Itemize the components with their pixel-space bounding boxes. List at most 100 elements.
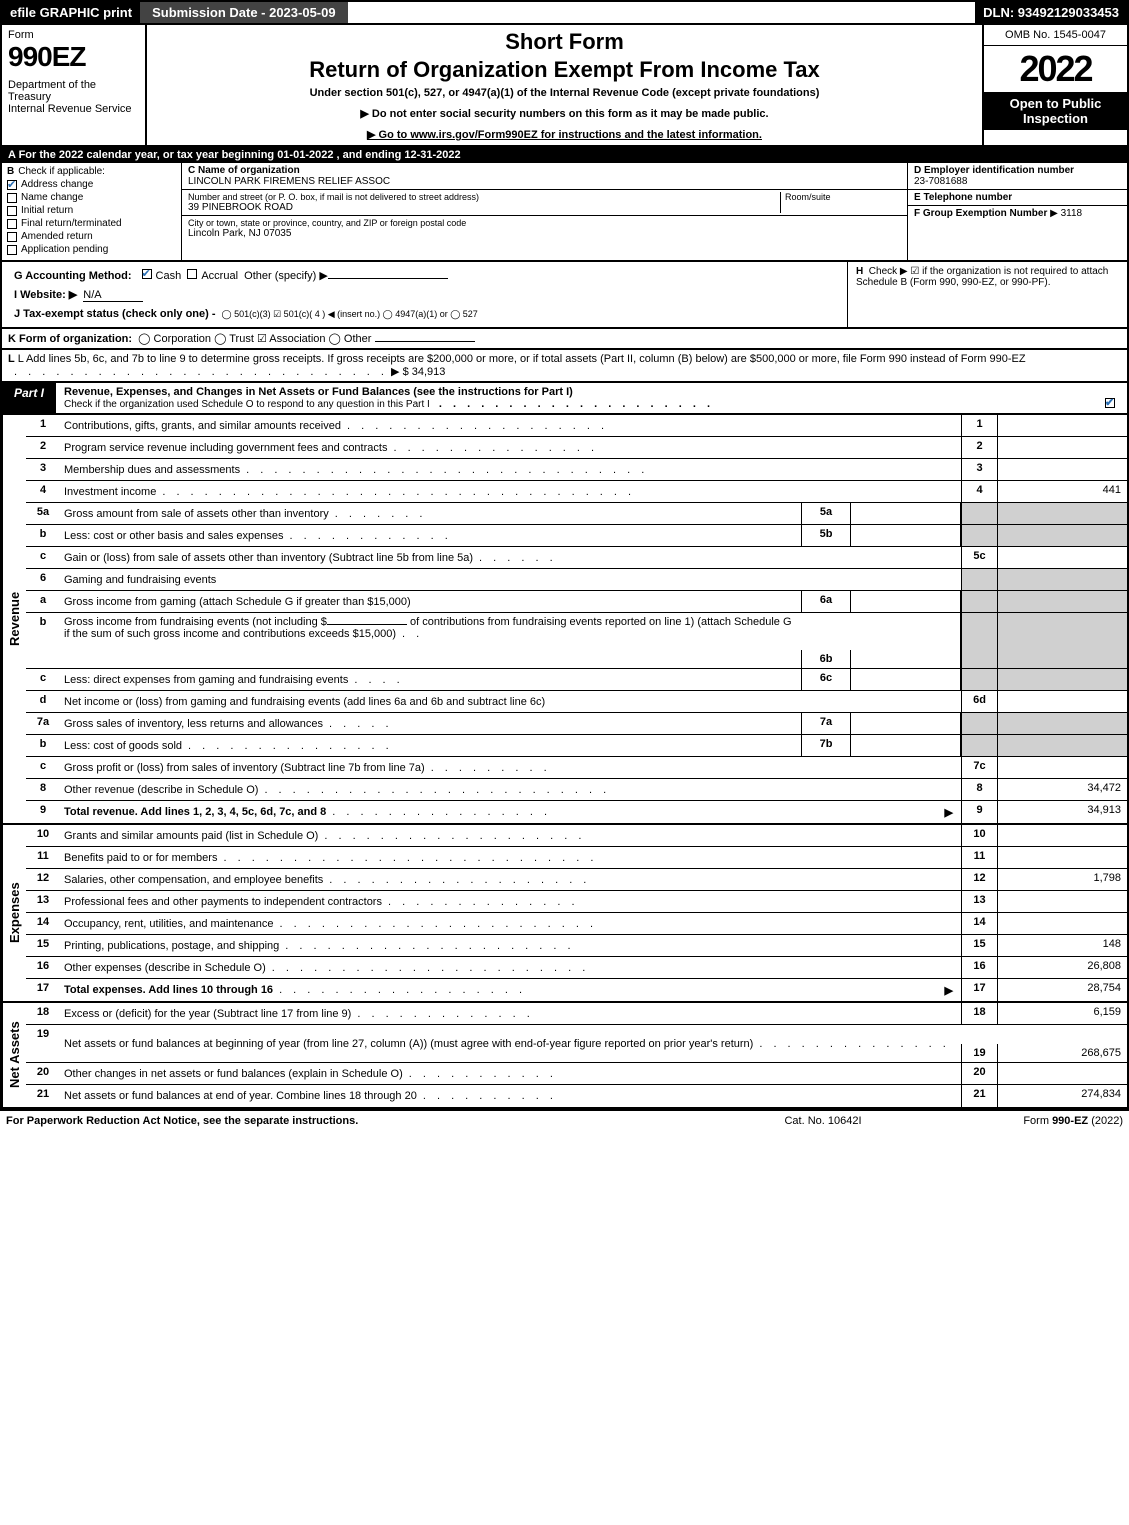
line-5a-desc: Gross amount from sale of assets other t… [64, 508, 329, 520]
cb-address-change[interactable] [7, 180, 17, 190]
cb-name-change[interactable] [7, 193, 17, 203]
line-8-desc: Other revenue (describe in Schedule O) [64, 784, 258, 796]
line-21-label: 21 [961, 1085, 997, 1107]
city-label: City or town, state or province, country… [188, 218, 901, 228]
line-7a-desc: Gross sales of inventory, less returns a… [64, 718, 323, 730]
line-4-label: 4 [961, 481, 997, 502]
line-21-val: 274,834 [997, 1085, 1127, 1107]
accrual-label: Accrual [201, 270, 238, 282]
part-1-title-text: Revenue, Expenses, and Changes in Net As… [64, 386, 573, 398]
cb-accrual[interactable] [187, 269, 197, 279]
line-6d-num: d [26, 691, 60, 712]
arrow-icon: ▶ [945, 984, 953, 997]
line-1-num: 1 [26, 415, 60, 436]
line-6a-subval [851, 591, 961, 612]
line-6c-shade [961, 669, 997, 690]
street-value: 39 PINEBROOK ROAD [188, 202, 776, 213]
line-12-label: 12 [961, 869, 997, 890]
city-value: Lincoln Park, NJ 07035 [188, 228, 901, 239]
cb-application-pending[interactable] [7, 245, 17, 255]
cb-initial-return[interactable] [7, 206, 17, 216]
k-other-input[interactable] [375, 341, 475, 342]
section-h: H Check ▶ ☑ if the organization is not r… [847, 262, 1127, 327]
line-10-desc: Grants and similar amounts paid (list in… [64, 830, 318, 842]
line-18-num: 18 [26, 1003, 60, 1024]
g-label: G Accounting Method: [14, 270, 132, 282]
line-2-val [997, 437, 1127, 458]
line-5c-label: 5c [961, 547, 997, 568]
header-right: OMB No. 1545-0047 2022 Open to Public In… [982, 25, 1127, 145]
inspection-label: Open to Public Inspection [984, 92, 1127, 130]
line-6-shadeval [997, 569, 1127, 590]
line-2-num: 2 [26, 437, 60, 458]
cb-schedule-o[interactable] [1105, 398, 1115, 408]
line-18-desc: Excess or (deficit) for the year (Subtra… [64, 1008, 351, 1020]
line-13-num: 13 [26, 891, 60, 912]
tax-year: 2022 [984, 46, 1127, 92]
line-17-val: 28,754 [997, 979, 1127, 1001]
cb-final-return[interactable] [7, 219, 17, 229]
efile-print-label[interactable]: efile GRAPHIC print [2, 2, 140, 23]
line-1-desc: Contributions, gifts, grants, and simila… [64, 420, 341, 432]
k-label: K Form of organization: [8, 333, 132, 345]
l-text: L Add lines 5b, 6c, and 7b to line 9 to … [18, 353, 1026, 365]
group-exemption-value: ▶ 3118 [1050, 208, 1082, 219]
line-9-num: 9 [26, 801, 60, 823]
line-7b-desc: Less: cost of goods sold [64, 740, 182, 752]
line-6c-subval [851, 669, 961, 690]
ein-label: D Employer identification number [914, 165, 1121, 176]
line-16-val: 26,808 [997, 957, 1127, 978]
line-6b-blank[interactable] [327, 624, 407, 625]
other-specify-input[interactable] [328, 278, 448, 279]
line-5a-num: 5a [26, 503, 60, 524]
line-14-label: 14 [961, 913, 997, 934]
arrow-icon: ▶ [945, 806, 953, 819]
line-7a-num: 7a [26, 713, 60, 734]
website-value: N/A [83, 289, 143, 302]
line-7b-sub: 7b [801, 735, 851, 756]
goto-link[interactable]: ▶ Go to www.irs.gov/Form990EZ for instru… [155, 128, 974, 141]
line-6a-shade [961, 591, 997, 612]
line-17-desc: Total expenses. Add lines 10 through 16 [64, 984, 273, 996]
footer-form-ref: Form 990-EZ (2022) [923, 1115, 1123, 1127]
line-5b-shade [961, 525, 997, 546]
sections-g-through-j: G Accounting Method: Cash Accrual Other … [0, 262, 1129, 329]
line-6d-label: 6d [961, 691, 997, 712]
line-11-num: 11 [26, 847, 60, 868]
page-footer: For Paperwork Reduction Act Notice, see … [0, 1109, 1129, 1131]
line-8-val: 34,472 [997, 779, 1127, 800]
top-bar: efile GRAPHIC print Submission Date - 20… [0, 0, 1129, 25]
line-6b-shade [961, 613, 997, 668]
line-1-label: 1 [961, 415, 997, 436]
header-center: Short Form Return of Organization Exempt… [147, 25, 982, 145]
cb-cash[interactable] [142, 269, 152, 279]
line-17-label: 17 [961, 979, 997, 1001]
line-6c-desc: Less: direct expenses from gaming and fu… [64, 674, 348, 686]
cb-application-pending-label: Application pending [21, 244, 108, 255]
omb-number: OMB No. 1545-0047 [984, 25, 1127, 46]
line-10-num: 10 [26, 825, 60, 846]
part-1-tab: Part I [2, 383, 56, 413]
line-6-desc: Gaming and fundraising events [64, 574, 216, 586]
line-5a-sub: 5a [801, 503, 851, 524]
line-19-val: 268,675 [997, 1044, 1127, 1062]
line-11-val [997, 847, 1127, 868]
line-4-num: 4 [26, 481, 60, 502]
line-4-val: 441 [997, 481, 1127, 502]
line-12-desc: Salaries, other compensation, and employ… [64, 874, 323, 886]
section-a-period: A For the 2022 calendar year, or tax yea… [0, 147, 1129, 163]
cb-amended-return[interactable] [7, 232, 17, 242]
goto-link-text[interactable]: ▶ Go to www.irs.gov/Form990EZ for instru… [367, 129, 762, 141]
dln-label: DLN: 93492129033453 [975, 2, 1127, 23]
line-7c-num: c [26, 757, 60, 778]
return-title: Return of Organization Exempt From Incom… [155, 57, 974, 83]
line-5c-desc: Gain or (loss) from sale of assets other… [64, 552, 473, 564]
cb-amended-return-label: Amended return [21, 231, 93, 242]
line-6-shade [961, 569, 997, 590]
line-6c-num: c [26, 669, 60, 690]
line-6b-subval [851, 613, 961, 668]
line-15-label: 15 [961, 935, 997, 956]
line-15-val: 148 [997, 935, 1127, 956]
part-1-header: Part I Revenue, Expenses, and Changes in… [0, 383, 1129, 415]
j-options: ◯ 501(c)(3) ☑ 501(c)( 4 ) ◀ (insert no.)… [222, 309, 478, 320]
